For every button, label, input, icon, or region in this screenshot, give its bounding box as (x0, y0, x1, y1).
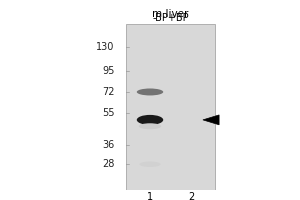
Text: 130: 130 (96, 42, 115, 52)
Text: 28: 28 (102, 159, 115, 169)
Ellipse shape (139, 123, 161, 129)
Text: 95: 95 (102, 66, 115, 76)
Ellipse shape (140, 162, 160, 167)
Text: -BP+BP: -BP+BP (152, 13, 189, 23)
Ellipse shape (137, 88, 163, 95)
Ellipse shape (137, 115, 163, 125)
FancyBboxPatch shape (127, 24, 215, 190)
Text: 1: 1 (147, 192, 153, 200)
Text: 36: 36 (103, 140, 115, 150)
Text: m.liver: m.liver (152, 9, 189, 19)
Text: 2: 2 (188, 192, 194, 200)
Text: 72: 72 (102, 87, 115, 97)
Text: 55: 55 (102, 108, 115, 118)
Polygon shape (203, 115, 219, 125)
